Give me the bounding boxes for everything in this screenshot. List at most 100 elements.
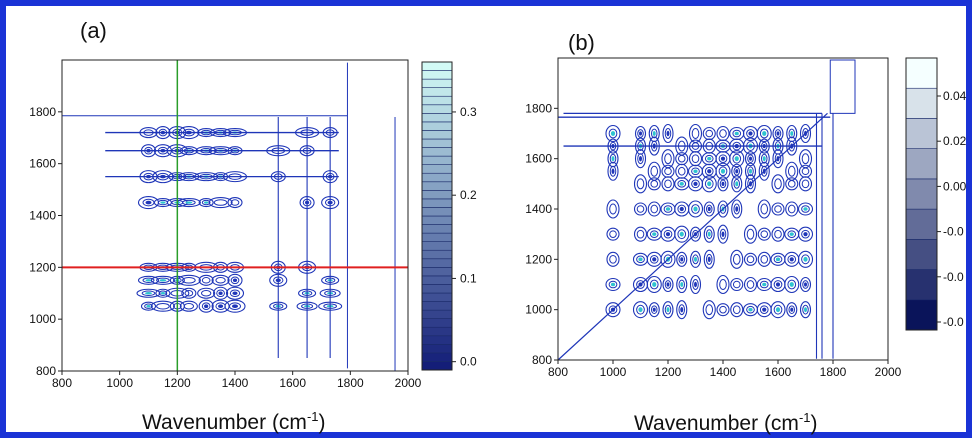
contour-ring [756, 124, 772, 143]
contour-peak [804, 282, 807, 287]
contour-ring [802, 128, 809, 139]
contour-peak [776, 131, 780, 136]
contour-ring [663, 205, 673, 213]
contour-ring [729, 150, 745, 168]
contour-ring [662, 123, 674, 144]
contour-ring [799, 123, 812, 144]
colorbar-tick-label: 0.3 [460, 105, 477, 119]
contour-ring [746, 228, 755, 240]
contour-ring [746, 280, 755, 289]
contour-ring [198, 274, 214, 286]
contour-ring [746, 255, 755, 264]
contour-peak [762, 156, 766, 162]
contour-ring [213, 286, 229, 300]
contour-ring [715, 162, 731, 180]
contour-ring [785, 201, 799, 217]
contour-peak [665, 232, 671, 237]
colorbar-tick-label: -0.0 [943, 225, 964, 239]
contour-ring [801, 179, 810, 189]
contour-ring [787, 279, 797, 290]
contour-peak [204, 201, 209, 204]
contour-ring [150, 300, 175, 312]
contour-ring [215, 277, 226, 284]
contour-peak [679, 231, 684, 237]
contour-ring [787, 204, 796, 214]
contour-ring [608, 305, 618, 315]
x-tick-label: 1400 [710, 365, 737, 379]
contour-ring [774, 205, 782, 213]
x-tick-label: 1400 [222, 376, 249, 390]
contour-ring [733, 166, 740, 176]
contour-ring [181, 287, 197, 299]
contour-ring [676, 251, 688, 267]
contour-ring [609, 203, 617, 215]
colorbar-tick-label: -0.0 [943, 315, 964, 329]
contour-ring [225, 286, 245, 300]
contour-ring [691, 179, 700, 189]
contour-ring [757, 251, 771, 267]
colorbar-tick-label: 0.1 [460, 271, 477, 285]
contour-ring [633, 202, 648, 216]
colorbar-level [421, 267, 453, 277]
plot-1 [557, 59, 856, 361]
contour-ring [636, 304, 645, 315]
contour-peak [639, 131, 642, 136]
contour-peak [666, 307, 670, 313]
y-tick-label: 800 [36, 364, 56, 378]
colorbar-level [421, 164, 453, 174]
contour-ring [746, 305, 755, 314]
contour-ring [732, 153, 742, 164]
contour-peak [762, 307, 767, 312]
contour-ring [675, 163, 689, 179]
panel-label-b: (b) [568, 30, 595, 55]
contour-peak [232, 304, 238, 309]
contour-ring [647, 177, 661, 191]
plot-frame-0 [61, 59, 409, 372]
contour-ring [719, 305, 727, 314]
contour-ring [758, 161, 770, 181]
y-tick-label: 1600 [29, 157, 56, 171]
contour-ring [606, 199, 620, 219]
contour-peak [789, 282, 794, 287]
contour-ring [678, 304, 685, 316]
contour-ring [759, 305, 769, 315]
contour-peak [145, 279, 152, 282]
contour-ring [662, 301, 674, 319]
contour-ring [144, 303, 153, 309]
contour-ring [705, 129, 714, 138]
contour-peak [735, 206, 739, 212]
contour-ring [197, 287, 216, 299]
contour-peak [693, 181, 698, 186]
contour-ring [200, 290, 212, 297]
contour-ring [719, 179, 727, 189]
contour-ring [227, 196, 243, 209]
contour-peak [803, 256, 808, 262]
contour-peak [707, 206, 711, 212]
contour-ring [677, 180, 687, 188]
contour-ring [801, 205, 810, 213]
contour-ring [770, 301, 786, 319]
contour-peak [789, 257, 794, 262]
contour-ring [772, 149, 784, 169]
contour-ring [701, 175, 717, 193]
contour-peak [749, 156, 752, 161]
contour-ring [678, 254, 685, 264]
contour-ring [230, 199, 240, 206]
colorbar-tick-label: 0.02 [943, 134, 967, 148]
contour-ring [716, 125, 730, 142]
contour-ring [609, 254, 617, 264]
contour-ring [649, 279, 659, 290]
contour-peak [734, 156, 739, 162]
contour-ring [140, 301, 157, 311]
contour-ring [606, 251, 620, 267]
contour-ring [703, 225, 715, 243]
x-axis-title-b-sup: -1 [798, 410, 811, 425]
contour-ring [799, 276, 812, 293]
contour-ring [201, 302, 211, 311]
contour-peak [652, 307, 656, 312]
contour-ring [634, 125, 647, 142]
colorbar-level [421, 95, 453, 106]
contour-ring [732, 280, 741, 289]
contour-ring [650, 204, 659, 214]
colorbar-level [421, 241, 453, 251]
